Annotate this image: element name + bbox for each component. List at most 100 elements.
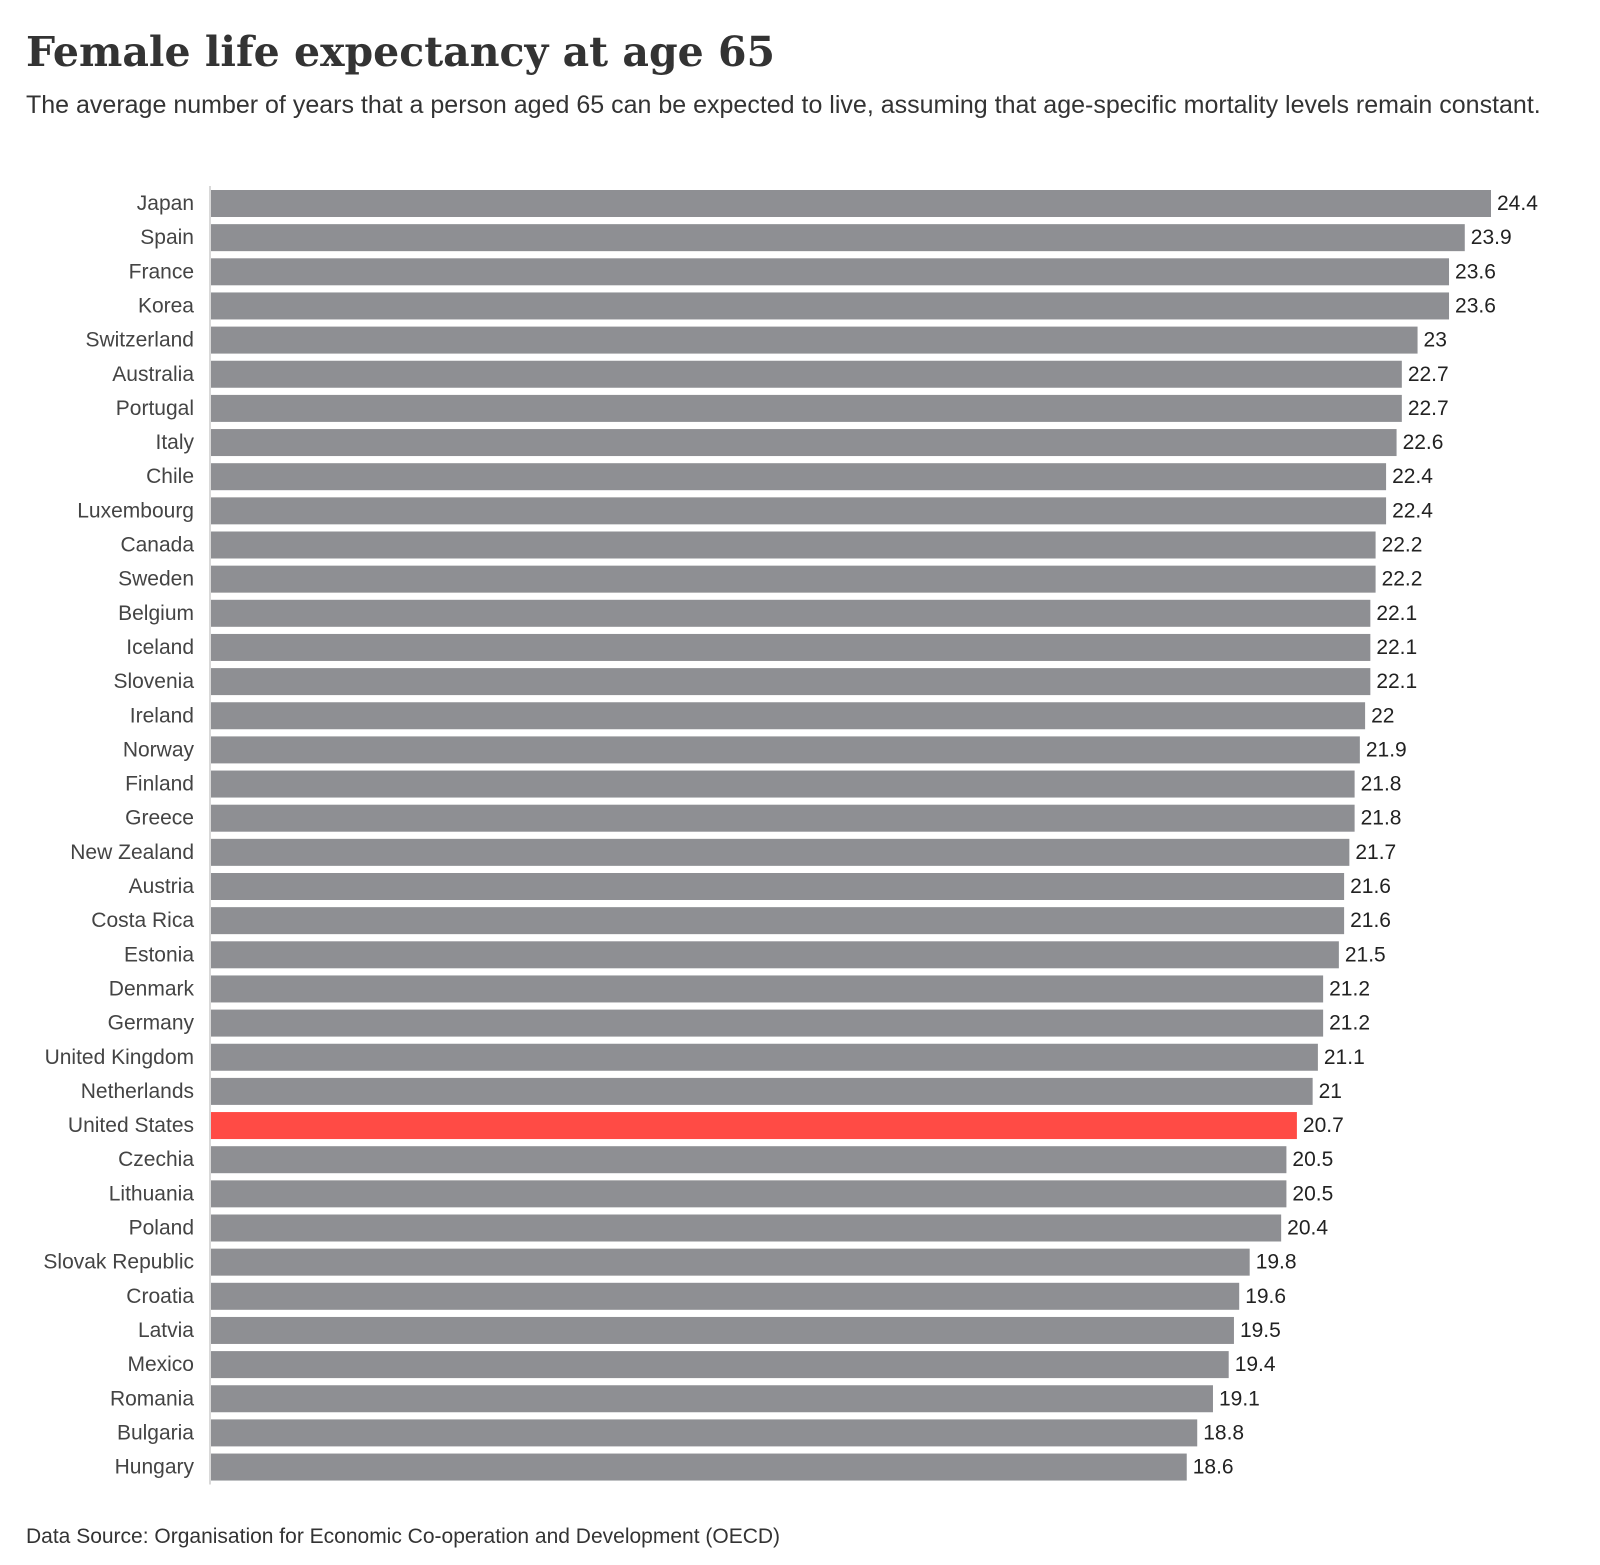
bar-italy xyxy=(211,429,1397,457)
bar-lithuania xyxy=(211,1180,1287,1208)
value-label: 23.6 xyxy=(1455,294,1496,317)
bar-belgium xyxy=(211,599,1371,627)
category-label: Chile xyxy=(146,465,194,488)
bar-spain xyxy=(211,224,1465,252)
bar-bulgaria xyxy=(211,1419,1198,1447)
value-label: 21.6 xyxy=(1350,875,1391,898)
category-label: Norway xyxy=(123,738,195,761)
bar-norway xyxy=(211,736,1360,764)
category-label: Greece xyxy=(125,807,194,830)
category-label: Mexico xyxy=(127,1353,194,1376)
bar-finland xyxy=(211,770,1355,798)
category-label: Hungary xyxy=(115,1456,195,1479)
data-source-note: Data Source: Organisation for Economic C… xyxy=(26,1525,781,1548)
value-label: 21.7 xyxy=(1355,841,1396,864)
category-label: Belgium xyxy=(118,602,194,625)
value-label: 22.1 xyxy=(1376,636,1417,659)
value-label: 22 xyxy=(1371,704,1394,727)
bar-france xyxy=(211,258,1450,286)
category-label: Latvia xyxy=(138,1319,194,1342)
value-label: 22.2 xyxy=(1382,534,1423,557)
bar-sweden xyxy=(211,565,1376,593)
category-label: Romania xyxy=(110,1387,194,1410)
bar-new-zealand xyxy=(211,838,1350,866)
bar-poland xyxy=(211,1214,1282,1242)
category-label: Italy xyxy=(155,431,194,454)
bar-korea xyxy=(211,292,1450,320)
bar-czechia xyxy=(211,1146,1287,1174)
category-label: Canada xyxy=(120,534,194,557)
category-label: Slovenia xyxy=(113,670,194,693)
bar-costa-rica xyxy=(211,907,1345,935)
value-label: 19.4 xyxy=(1235,1353,1276,1376)
value-label: 21.9 xyxy=(1366,738,1407,761)
category-label: Japan xyxy=(137,192,194,215)
value-label: 23.9 xyxy=(1471,226,1512,249)
bar-germany xyxy=(211,1009,1324,1037)
value-label: 21.2 xyxy=(1329,1012,1370,1035)
value-label: 21.8 xyxy=(1361,807,1402,830)
value-label: 18.8 xyxy=(1203,1421,1244,1444)
value-label: 21 xyxy=(1319,1080,1342,1103)
value-label: 18.6 xyxy=(1193,1456,1234,1479)
bar-ireland xyxy=(211,702,1366,730)
value-label: 19.5 xyxy=(1240,1319,1281,1342)
bar-chart: Japan 24.4 Spain 23.9 France 23.6 Korea 23.6 Swi… xyxy=(43,186,1538,1485)
bar-slovenia xyxy=(211,668,1371,696)
category-label: Czechia xyxy=(118,1148,194,1171)
value-label: 22.4 xyxy=(1392,499,1433,522)
value-label: 22.6 xyxy=(1403,431,1444,454)
bar-greece xyxy=(211,804,1355,832)
value-label: 20.5 xyxy=(1292,1182,1333,1205)
category-label: Denmark xyxy=(109,977,195,1000)
bar-united-states xyxy=(211,1112,1297,1140)
chart-title: Female life expectancy at age 65 xyxy=(26,28,776,76)
value-label: 22.1 xyxy=(1376,602,1417,625)
bar-japan xyxy=(211,190,1491,217)
bar-united-kingdom xyxy=(211,1043,1318,1071)
category-label: Portugal xyxy=(116,397,194,420)
value-label: 19.8 xyxy=(1256,1251,1297,1274)
bar-luxembourg xyxy=(211,497,1387,525)
category-label: Australia xyxy=(112,363,194,386)
category-label: Iceland xyxy=(126,636,194,659)
value-label: 23.6 xyxy=(1455,260,1496,283)
bar-estonia xyxy=(211,941,1339,969)
bar-slovak-republic xyxy=(211,1248,1250,1276)
category-label: United Kingdom xyxy=(45,1046,194,1069)
bar-iceland xyxy=(211,633,1371,661)
bar-canada xyxy=(211,531,1376,559)
value-label: 22.7 xyxy=(1408,397,1449,420)
category-label: Switzerland xyxy=(85,329,194,352)
value-label: 20.4 xyxy=(1287,1217,1328,1240)
category-label: Netherlands xyxy=(81,1080,194,1103)
category-label: Luxembourg xyxy=(77,499,194,522)
bar-denmark xyxy=(211,975,1324,1003)
category-label: Slovak Republic xyxy=(43,1251,194,1274)
bar-austria xyxy=(211,873,1345,900)
value-label: 21.8 xyxy=(1361,773,1402,796)
value-label: 21.6 xyxy=(1350,909,1391,932)
category-label: Korea xyxy=(138,294,194,317)
value-label: 19.1 xyxy=(1219,1387,1260,1410)
bar-hungary xyxy=(211,1453,1187,1481)
bar-portugal xyxy=(211,394,1402,422)
value-label: 22.7 xyxy=(1408,363,1449,386)
value-label: 23 xyxy=(1424,329,1447,352)
bar-australia xyxy=(211,360,1402,388)
value-label: 22.4 xyxy=(1392,465,1433,488)
value-label: 22.2 xyxy=(1382,568,1423,591)
bar-chile xyxy=(211,463,1387,491)
bar-switzerland xyxy=(211,326,1418,354)
category-label: Sweden xyxy=(118,568,194,591)
value-label: 19.6 xyxy=(1245,1285,1286,1308)
category-label: United States xyxy=(68,1114,194,1137)
category-label: Germany xyxy=(108,1012,195,1035)
category-label: Austria xyxy=(129,875,195,898)
bar-mexico xyxy=(211,1351,1229,1379)
category-label: Spain xyxy=(140,226,194,249)
value-label: 22.1 xyxy=(1376,670,1417,693)
value-label: 21.2 xyxy=(1329,977,1370,1000)
value-label: 21.1 xyxy=(1324,1046,1365,1069)
category-label: Bulgaria xyxy=(117,1421,194,1444)
